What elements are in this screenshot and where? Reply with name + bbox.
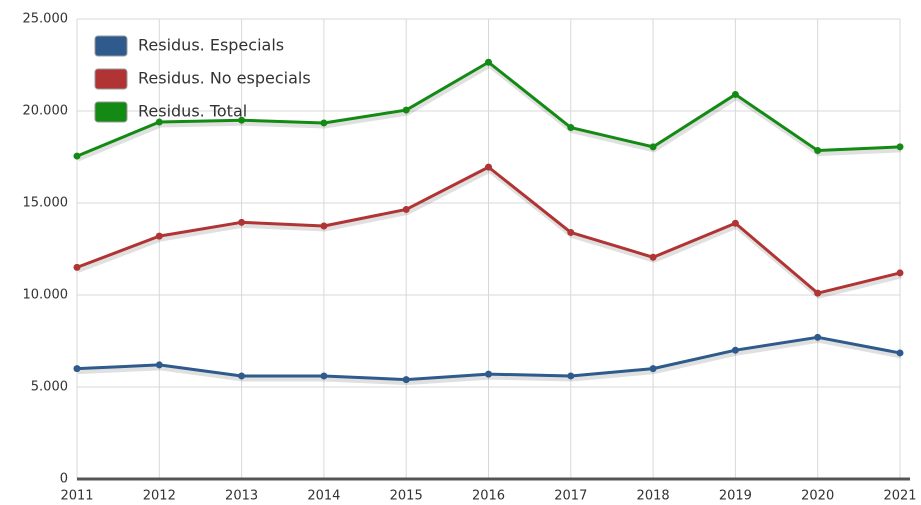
point [155,118,163,126]
x-tick-label: 2019 [719,489,752,504]
x-tick-label: 2020 [801,489,834,504]
point [155,232,163,240]
point [320,372,328,380]
point [402,205,410,213]
point [320,222,328,230]
point [896,349,904,357]
x-tick-label: 2015 [390,489,423,504]
point [896,269,904,277]
point [485,58,492,66]
point [238,218,246,226]
point [402,376,410,384]
x-tick-label: 2021 [883,489,916,504]
line-shadow [77,167,902,299]
point [155,361,163,369]
x-tick-label: 2011 [60,489,93,504]
point [485,163,492,171]
point [567,228,575,236]
point [731,90,739,98]
point [73,263,81,271]
point [896,143,904,151]
y-tick-label: 10.000 [23,288,69,303]
point [73,365,81,373]
point [814,333,822,341]
legend-label: Residus. Total [138,102,247,121]
x-tick-label: 2016 [472,489,505,504]
y-tick-label: 25.000 [23,12,69,27]
legend-swatch [94,35,128,57]
point [731,346,739,354]
point [649,253,657,261]
y-tick-label: 15.000 [23,196,69,211]
x-tick-label: 2017 [554,489,587,504]
point [731,219,739,227]
x-tick-label: 2018 [637,489,670,504]
x-tick-label: 2014 [307,489,340,504]
y-tick-label: 5.000 [31,380,68,395]
legend-swatch [94,101,128,123]
point [238,116,246,124]
point [73,152,81,160]
point [814,289,822,297]
legend-swatch [94,68,128,90]
point [238,372,246,380]
y-tick-label: 0 [60,472,68,487]
point [649,143,657,151]
legend-label: Residus. No especials [138,69,311,88]
x-tick-label: 2013 [225,489,258,504]
x-tick-label: 2012 [143,489,176,504]
point [567,124,575,132]
point [649,365,657,373]
point [567,372,575,380]
point [402,106,410,114]
y-tick-label: 20.000 [23,104,69,119]
point [320,119,328,127]
point [485,370,492,378]
point [814,147,822,155]
legend-label: Residus. Especials [138,36,284,55]
